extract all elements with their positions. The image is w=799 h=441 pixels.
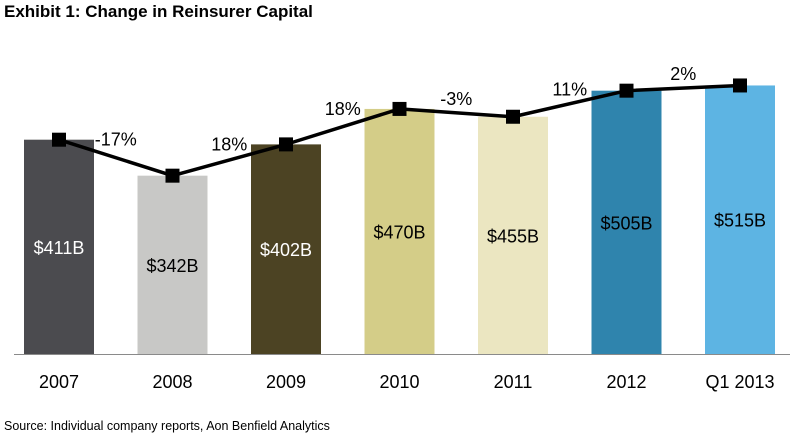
trend-marker [506, 109, 520, 124]
bar-2011 [478, 116, 548, 354]
pct-labels-group: -17% 18% 18% -3% 11% 2% [95, 64, 697, 154]
pct-change-label: -17% [95, 130, 137, 150]
category-label: 2012 [606, 372, 646, 392]
pct-change-label: -3% [440, 89, 472, 109]
pct-change-label: 18% [211, 134, 247, 154]
bar-value-label: $411B [34, 238, 85, 258]
chart-title: Exhibit 1: Change in Reinsurer Capital [4, 2, 313, 21]
bar-q1-2013 [705, 85, 775, 354]
trend-marker [619, 83, 634, 98]
bar-value-label: $455B [487, 226, 539, 246]
bar-2007 [24, 139, 94, 354]
category-label: 2011 [494, 372, 533, 392]
bar-value-label: $342B [146, 256, 198, 276]
category-label: 2008 [152, 372, 192, 392]
source-note: Source: Individual company reports, Aon … [4, 419, 330, 433]
pct-change-label: 18% [325, 99, 361, 119]
bar-value-label: $470B [373, 222, 425, 242]
value-labels-group: $411B $342B $402B $470B $455B $505B $515B [34, 211, 766, 276]
bar-value-label: $515B [714, 211, 766, 231]
trend-marker [279, 137, 293, 152]
bar-value-label: $505B [600, 213, 652, 233]
trend-marker [733, 78, 747, 93]
pct-change-label: 2% [670, 64, 696, 84]
trend-marker [165, 168, 180, 183]
category-label: 2007 [39, 372, 79, 392]
trend-line-group [52, 78, 747, 183]
bar-2010 [364, 108, 435, 354]
bar-2008 [137, 175, 208, 354]
pct-change-label: 11% [552, 80, 587, 100]
category-label: Q1 2013 [705, 372, 774, 392]
bar-value-label: $402B [260, 240, 312, 260]
trend-marker [52, 132, 66, 147]
bar-2012 [591, 90, 662, 354]
bars-group [24, 85, 775, 354]
trend-marker [392, 101, 407, 116]
category-label: 2010 [379, 372, 419, 392]
bar-2009 [251, 144, 321, 354]
category-labels-group: 2007 2008 2009 2010 2011 2012 Q1 2013 [39, 372, 775, 392]
category-label: 2009 [266, 372, 306, 392]
